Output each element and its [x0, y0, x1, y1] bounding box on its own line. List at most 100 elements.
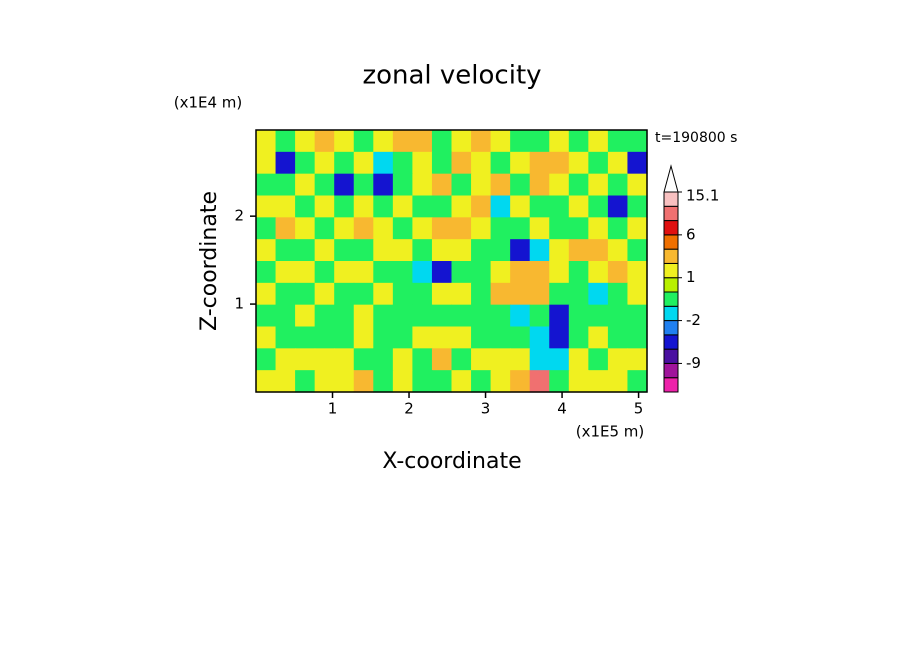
contour-cell — [451, 370, 472, 393]
contour-cell — [314, 282, 335, 306]
contour-cell — [431, 348, 453, 371]
contour-cell — [490, 348, 511, 371]
colorbar-box — [663, 277, 679, 293]
contour-cell — [568, 348, 589, 371]
contour-cell — [412, 370, 433, 393]
contour-cell — [490, 151, 511, 175]
colorbar-box — [663, 248, 679, 264]
contour-cell — [353, 195, 374, 218]
contour-cell — [275, 239, 296, 262]
contour-cell — [451, 282, 472, 306]
y-axis-label: Z-coordinate — [197, 191, 222, 331]
contour-cell — [373, 195, 394, 218]
contour-cell — [529, 370, 550, 393]
contour-cell — [529, 173, 550, 197]
contour-cell — [490, 217, 511, 240]
x-tick-label: 3 — [481, 400, 491, 418]
contour-cell — [275, 282, 296, 306]
contour-cell — [451, 195, 472, 218]
colorbar-box — [663, 348, 679, 364]
contour-cell — [510, 151, 531, 175]
contour-cell — [529, 326, 550, 349]
contour-cell — [431, 326, 453, 349]
x-tick-label: 4 — [557, 400, 567, 418]
contour-cell — [549, 370, 570, 393]
contour-cell — [275, 304, 296, 328]
contour-cell — [627, 326, 648, 349]
contour-cell — [549, 348, 570, 371]
contour-cell — [314, 151, 335, 175]
contour-cell — [373, 173, 394, 197]
contour-cell — [529, 348, 550, 371]
contour-cell — [392, 151, 413, 175]
colorbar-extend — [663, 164, 679, 193]
contour-cell — [314, 239, 335, 262]
contour-cell — [607, 282, 629, 306]
contour-cell — [529, 304, 550, 328]
contour-cell — [607, 239, 629, 262]
contour-cell — [256, 130, 277, 153]
contour-cell — [490, 261, 511, 284]
contour-cell — [549, 326, 570, 349]
contour-cell — [353, 282, 374, 306]
contour-cell — [295, 261, 316, 284]
contour-cell — [275, 151, 296, 175]
contour-cell — [510, 239, 531, 262]
y-tick-label: 1 — [234, 295, 244, 313]
contour-cell — [588, 195, 609, 218]
contour-cell — [334, 326, 355, 349]
contour-cell — [392, 195, 413, 218]
contour-cell — [412, 195, 433, 218]
contour-cell — [392, 304, 413, 328]
contour-cell — [412, 326, 433, 349]
colorbar-label: 1 — [686, 268, 696, 286]
contour-cell — [607, 348, 629, 371]
contour-cell — [588, 261, 609, 284]
contour-cell — [510, 282, 531, 306]
contour-cell — [334, 151, 355, 175]
contour-cell — [431, 282, 453, 306]
contour-cell — [256, 195, 277, 218]
contour-cell — [353, 326, 374, 349]
contour-cell — [529, 261, 550, 284]
contour-cell — [275, 173, 296, 197]
contour-cell — [392, 326, 413, 349]
contour-cell — [314, 217, 335, 240]
colorbar-box — [663, 234, 679, 250]
contour-cell — [392, 217, 413, 240]
contour-cell — [334, 173, 355, 197]
contour-cell — [412, 261, 433, 284]
contour-cell — [412, 130, 433, 153]
contour-cell — [373, 282, 394, 306]
contour-cell — [295, 304, 316, 328]
contour-cell — [275, 195, 296, 218]
contour-cell — [353, 261, 374, 284]
colorbar-box — [663, 320, 679, 336]
contour-cell — [256, 282, 277, 306]
contour-cell — [295, 195, 316, 218]
contour-cell — [549, 195, 570, 218]
contour-cell — [529, 195, 550, 218]
contour-cell — [314, 195, 335, 218]
contour-cell — [490, 130, 511, 153]
contour-cell — [490, 173, 511, 197]
contour-cell — [510, 304, 531, 328]
contour-cell — [334, 304, 355, 328]
contour-cell — [412, 304, 433, 328]
contour-cell — [431, 195, 453, 218]
contour-cell — [549, 261, 570, 284]
x-tick-label: 1 — [328, 400, 338, 418]
x-axis-label: X-coordinate — [382, 449, 521, 474]
contour-cell — [490, 239, 511, 262]
contour-cell — [256, 304, 277, 328]
y-tick-label: 2 — [234, 207, 244, 225]
contour-cell — [256, 326, 277, 349]
contour-cell — [510, 217, 531, 240]
contour-cell — [392, 261, 413, 284]
contour-cell — [256, 151, 277, 175]
contour-cell — [334, 195, 355, 218]
contour-cell — [627, 151, 648, 175]
contour-cell — [431, 261, 453, 284]
contour-cell — [373, 304, 394, 328]
